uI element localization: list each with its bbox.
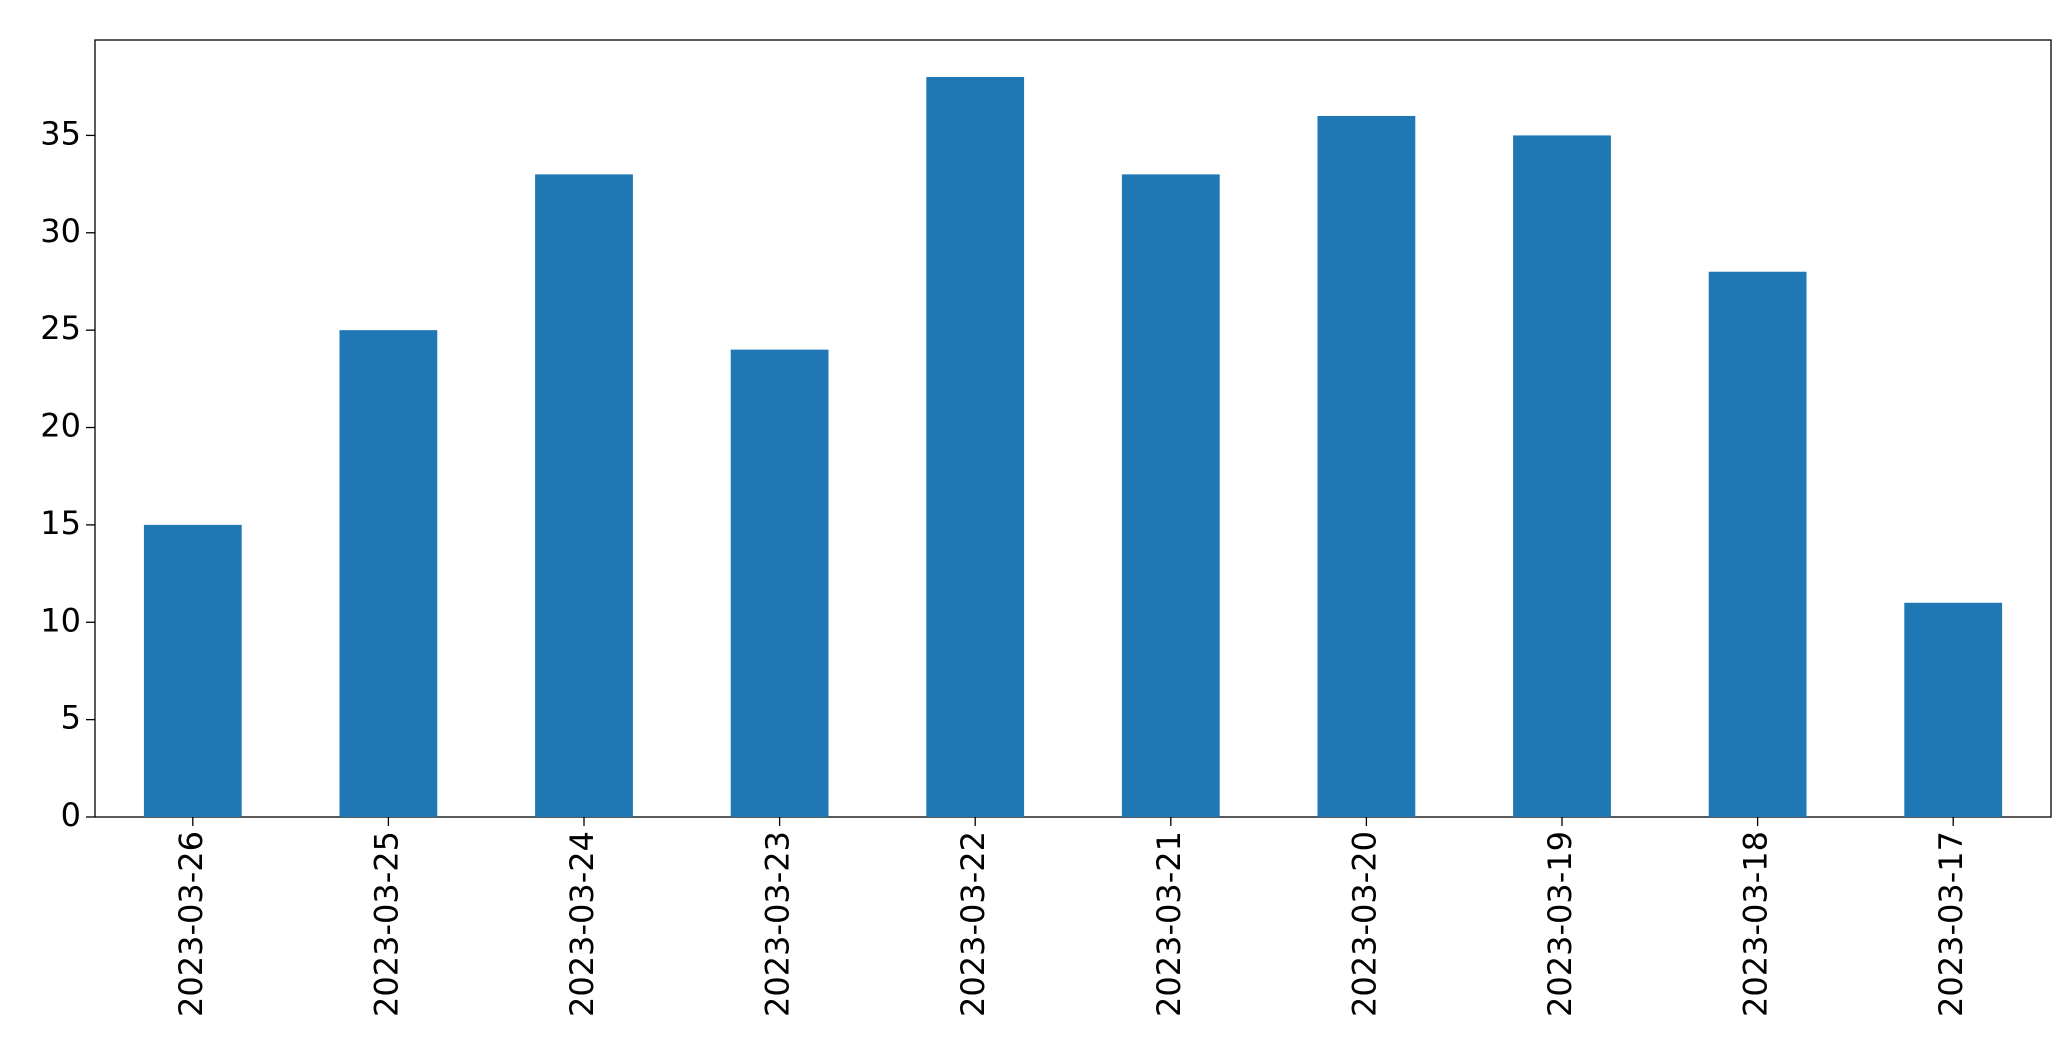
x-tick-label: 2023-03-23 xyxy=(759,831,797,1017)
bar xyxy=(1317,115,1416,817)
x-tick-label: 2023-03-26 xyxy=(172,831,210,1017)
y-tick-label: 35 xyxy=(40,114,81,152)
bar xyxy=(1121,174,1220,818)
x-tick-label: 2023-03-21 xyxy=(1150,831,1188,1017)
x-tick-label: 2023-03-19 xyxy=(1541,831,1579,1017)
y-tick-label: 15 xyxy=(40,504,81,542)
bar xyxy=(926,77,1025,817)
bar xyxy=(1904,602,2003,817)
y-tick-label: 25 xyxy=(40,309,81,347)
y-tick-label: 30 xyxy=(40,212,81,250)
x-tick-label: 2023-03-20 xyxy=(1345,831,1383,1017)
bar xyxy=(339,330,438,817)
y-tick-label: 5 xyxy=(61,699,81,737)
x-tick-label: 2023-03-22 xyxy=(954,831,992,1017)
bar xyxy=(730,349,829,817)
plot-frame xyxy=(94,39,2052,818)
x-tick-label: 2023-03-25 xyxy=(367,831,405,1017)
y-tick-label: 20 xyxy=(40,407,81,445)
y-tick-label: 10 xyxy=(40,601,81,639)
x-tick-label: 2023-03-18 xyxy=(1737,831,1775,1017)
bar xyxy=(1708,271,1807,818)
bar xyxy=(143,524,242,817)
x-tick-label: 2023-03-17 xyxy=(1932,831,1970,1017)
bar xyxy=(1513,135,1611,818)
y-tick-label: 0 xyxy=(61,796,81,834)
x-tick-label: 2023-03-24 xyxy=(563,831,601,1017)
bar xyxy=(535,174,633,818)
